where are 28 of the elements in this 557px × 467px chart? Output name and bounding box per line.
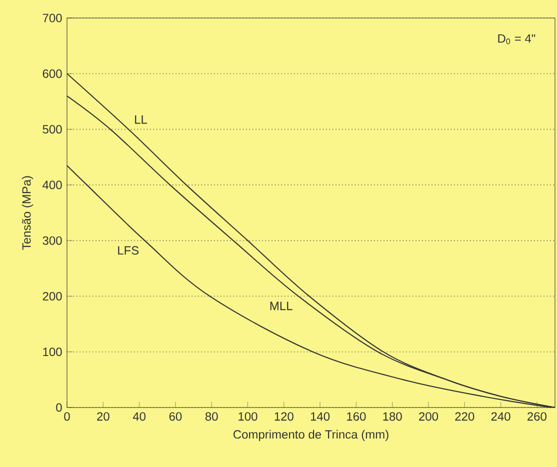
y-tick-label: 0	[56, 403, 62, 412]
x-tick-label: 100	[238, 412, 258, 421]
x-tick-label: 140	[310, 412, 330, 421]
y-axis-title: Tensão (MPa)	[22, 176, 34, 250]
x-tick-label: 260	[528, 412, 546, 421]
x-tick-label: 180	[383, 412, 402, 421]
series-label: LFS	[118, 246, 139, 255]
y-tick-label: 700	[42, 14, 62, 22]
x-tick-label: 220	[455, 412, 474, 421]
y-tick-label: 500	[42, 125, 62, 134]
x-tick-label: 20	[97, 412, 110, 421]
x-tick-label: 40	[132, 412, 146, 421]
x-axis-title: Comprimento de Trinca (mm)	[233, 430, 388, 442]
x-tick-label: 160	[347, 412, 366, 421]
y-tick-label: 400	[42, 180, 62, 190]
x-tick-label: 120	[274, 412, 294, 421]
x-tick-label: 80	[205, 412, 218, 421]
series-label: LL	[135, 115, 147, 124]
x-tick-label: 0	[64, 412, 70, 421]
x-tick-label: 60	[169, 412, 182, 421]
y-tick-label: 200	[42, 292, 62, 300]
annotation: D$_{0}$ = 4"	[498, 34, 536, 44]
series-label: MLL	[270, 302, 292, 310]
y-tick-label: 100	[43, 348, 62, 356]
x-tick-label: 240	[491, 412, 510, 421]
y-tick-label: 300	[42, 236, 62, 245]
x-tick-label: 200	[419, 412, 438, 421]
y-tick-label: 600	[42, 69, 62, 78]
